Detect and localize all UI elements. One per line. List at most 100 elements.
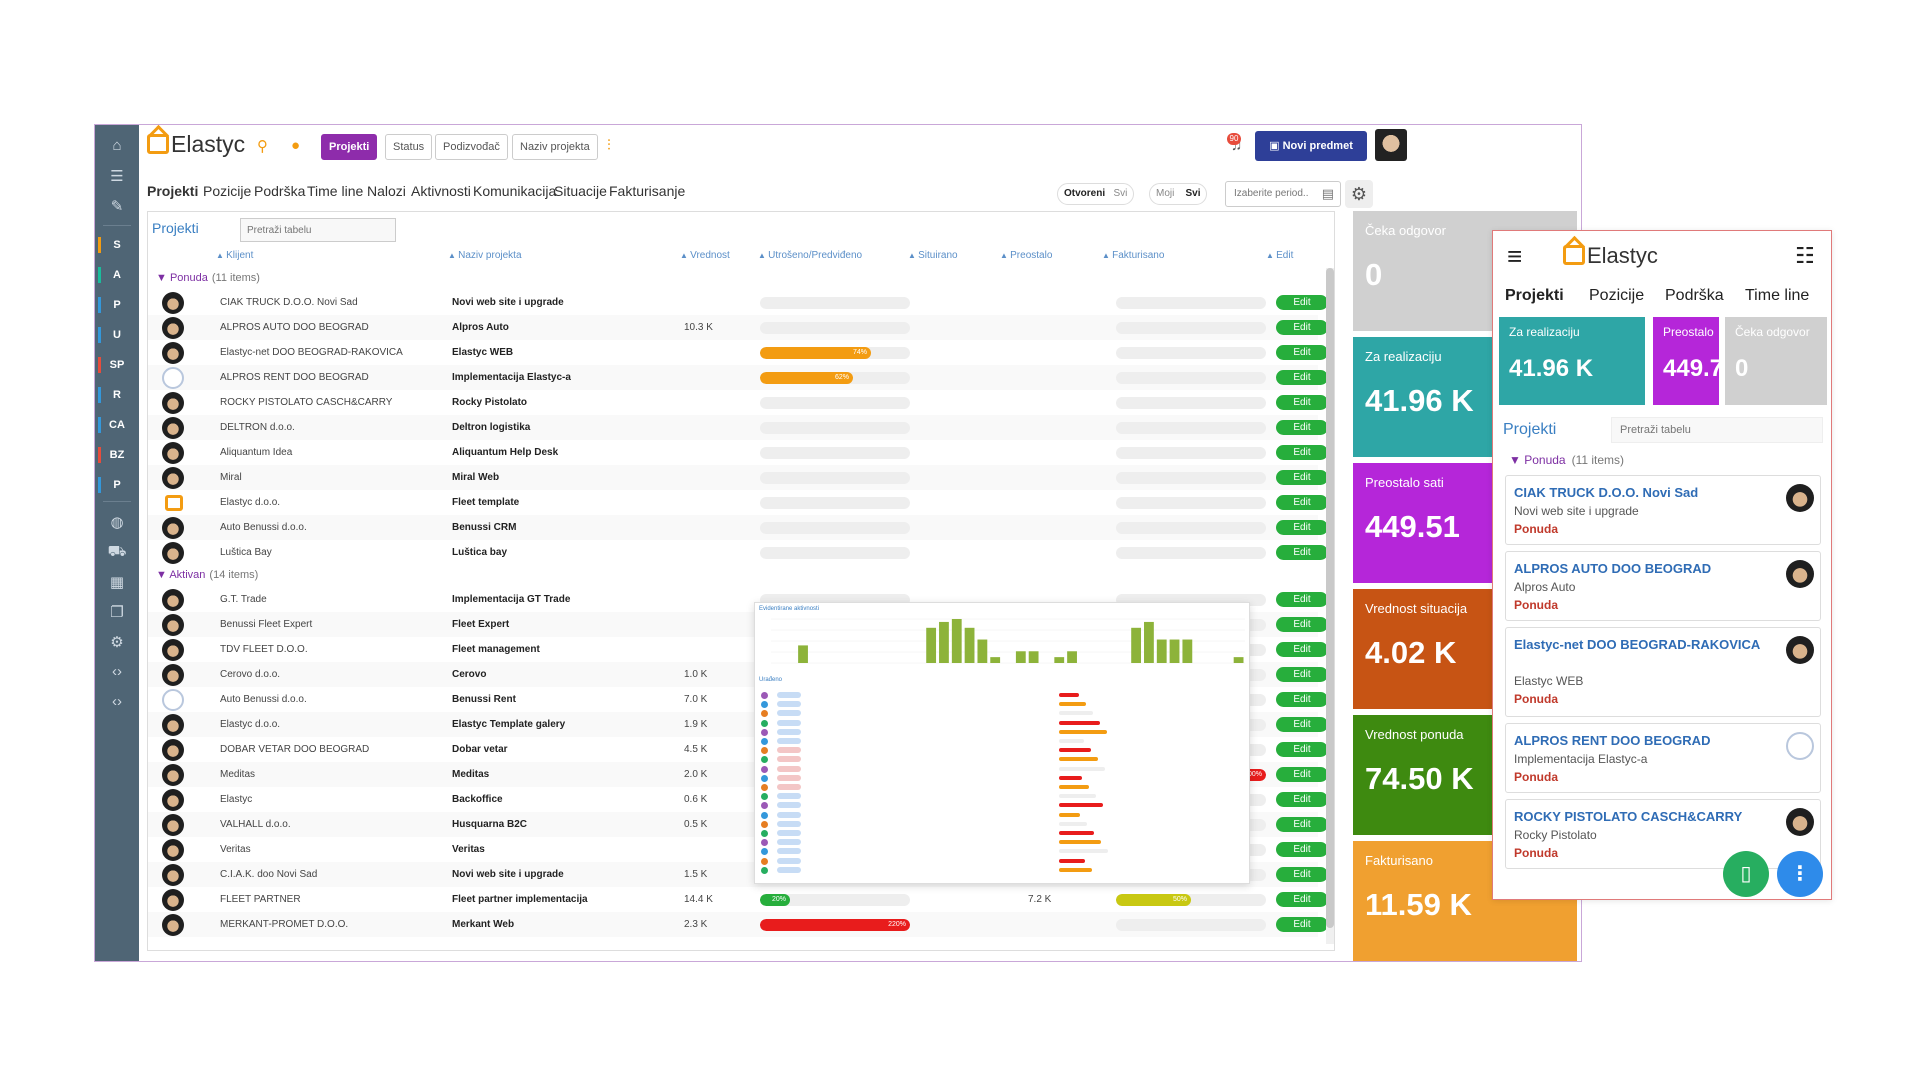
list-item[interactable]: [759, 792, 1245, 801]
table-row[interactable]: Miral Miral Web Edit: [148, 465, 1328, 490]
project-card[interactable]: ALPROS RENT DOO BEOGRAD Implementacija El…: [1505, 723, 1821, 793]
edit-button[interactable]: Edit: [1276, 295, 1328, 310]
edit-button[interactable]: Edit: [1276, 867, 1328, 882]
list-item[interactable]: [759, 755, 1245, 764]
list-item[interactable]: [759, 746, 1245, 755]
group-header[interactable]: ▼ Ponuda (11 items): [156, 268, 260, 288]
group-header[interactable]: ▼ Aktivan (14 items): [156, 565, 258, 585]
list-item[interactable]: [759, 783, 1245, 792]
column-header[interactable]: Fakturisano: [1102, 250, 1164, 261]
edit-button[interactable]: Edit: [1276, 370, 1328, 385]
table-row[interactable]: Aliquantum Idea Aliquantum Help Desk Edit: [148, 440, 1328, 465]
tab-nalozi[interactable]: Nalozi: [367, 183, 406, 199]
mine-all-toggle[interactable]: Moji Svi: [1149, 183, 1208, 205]
globe-icon[interactable]: ◍: [110, 514, 124, 531]
tab-situacije[interactable]: Situacije: [554, 183, 607, 199]
list-item[interactable]: [759, 728, 1245, 737]
new-document-button[interactable]: ▯: [1723, 851, 1769, 897]
edit-button[interactable]: Edit: [1276, 592, 1328, 607]
more-options-button[interactable]: ⋮: [1777, 851, 1823, 897]
column-header[interactable]: Situirano: [908, 250, 957, 261]
card-title[interactable]: CIAK TRUCK D.O.O. Novi Sad: [1514, 485, 1699, 500]
table-row[interactable]: DELTRON d.o.o. Deltron logistika Edit: [148, 415, 1328, 440]
tab-podrška[interactable]: Podrška: [254, 183, 306, 199]
edit-button[interactable]: Edit: [1276, 817, 1328, 832]
user-icon[interactable]: ●: [291, 137, 301, 154]
scrollbar-thumb[interactable]: [1326, 268, 1334, 928]
mobile-logo[interactable]: Elastyc: [1563, 243, 1658, 269]
list-item[interactable]: [759, 829, 1245, 838]
menu-icon[interactable]: ≡: [1507, 241, 1523, 271]
code-icon[interactable]: ‹›: [112, 693, 122, 710]
card-title[interactable]: ALPROS AUTO DOO BEOGRAD: [1514, 561, 1712, 576]
edit-button[interactable]: Edit: [1276, 617, 1328, 632]
user-avatar[interactable]: [1375, 129, 1407, 161]
table-row[interactable]: ALPROS AUTO DOO BEOGRAD Alpros Auto 10.3 K…: [148, 315, 1328, 340]
tab-projekti[interactable]: Projekti: [147, 183, 199, 199]
card-title[interactable]: ALPROS RENT DOO BEOGRAD: [1514, 733, 1711, 748]
list-item[interactable]: [759, 691, 1245, 700]
bell-icon[interactable]: ♫: [1231, 137, 1243, 154]
sliders-icon[interactable]: ⫶: [607, 137, 611, 154]
table-row[interactable]: Luštica Bay Luštica bay Edit: [148, 540, 1328, 565]
search-icon[interactable]: ⚲: [257, 138, 268, 155]
edit-button[interactable]: Edit: [1276, 642, 1328, 657]
new-item-button[interactable]: ▣ Novi predmet: [1255, 131, 1367, 161]
column-header[interactable]: Klijent: [216, 250, 253, 261]
grid-icon[interactable]: ▦: [109, 574, 125, 591]
toggle-moji[interactable]: Moji: [1156, 188, 1175, 199]
table-row[interactable]: CIAK TRUCK D.O.O. Novi Sad Novi web site …: [148, 290, 1328, 315]
mobile-tab-pozicije[interactable]: Pozicije: [1589, 287, 1645, 304]
search-input[interactable]: [240, 218, 396, 242]
list-item[interactable]: [759, 709, 1245, 718]
edit-button[interactable]: Edit: [1276, 470, 1328, 485]
list-item[interactable]: [759, 838, 1245, 847]
list-item[interactable]: [759, 847, 1245, 856]
tab-aktivnosti[interactable]: Aktivnosti: [411, 183, 471, 199]
period-picker[interactable]: Izaberite period.. ▤: [1225, 181, 1341, 207]
project-card[interactable]: CIAK TRUCK D.O.O. Novi Sad Novi web site …: [1505, 475, 1821, 545]
table-row[interactable]: ALPROS RENT DOO BEOGRAD Implementacija El…: [148, 365, 1328, 390]
filter-naziv-projekta-button[interactable]: Naziv projekta: [512, 134, 598, 160]
edit-button[interactable]: Edit: [1276, 495, 1328, 510]
mobile-kpi-card[interactable]: Za realizaciju 41.96 K: [1499, 317, 1645, 405]
list-item[interactable]: [759, 719, 1245, 728]
list-item[interactable]: [759, 774, 1245, 783]
toggle-svi[interactable]: Svi: [1185, 188, 1201, 199]
edit-button[interactable]: Edit: [1276, 742, 1328, 757]
column-header[interactable]: Edit: [1266, 250, 1293, 261]
list-item[interactable]: [759, 737, 1245, 746]
sidebar-item-bz[interactable]: BZ: [95, 441, 139, 469]
mobile-kpi-card[interactable]: Preostalo 449.7: [1653, 317, 1719, 405]
mobile-tab-podrška[interactable]: Podrška: [1665, 287, 1724, 304]
edit-button[interactable]: Edit: [1276, 667, 1328, 682]
sidebar-item-sp[interactable]: SP: [95, 351, 139, 379]
table-row[interactable]: Elastyc-net DOO BEOGRAD-RAKOVICA Elastyc …: [148, 340, 1328, 365]
list-icon[interactable]: ☰: [110, 168, 124, 185]
table-row[interactable]: ROCKY PISTOLATO CASCH&CARRY Rocky Pistola…: [148, 390, 1328, 415]
edit-button[interactable]: Edit: [1276, 345, 1328, 360]
edit-button[interactable]: Edit: [1276, 717, 1328, 732]
filter-projekti-button[interactable]: Projekti: [321, 134, 378, 160]
mobile-search-input[interactable]: [1611, 417, 1823, 443]
toggle-svi[interactable]: Svi: [1113, 188, 1128, 199]
edit-button[interactable]: Edit: [1276, 892, 1328, 907]
edit-button[interactable]: Edit: [1276, 917, 1328, 932]
tab-pozicije[interactable]: Pozicije: [203, 183, 252, 199]
open-all-toggle[interactable]: Otvoreni Svi: [1057, 183, 1135, 205]
filter-sliders-icon[interactable]: ☷: [1795, 243, 1815, 268]
card-title[interactable]: ROCKY PISTOLATO CASCH&CARRY: [1514, 809, 1743, 824]
cart-icon[interactable]: ⛟: [107, 543, 127, 560]
column-header[interactable]: Preostalo: [1000, 250, 1052, 261]
column-header[interactable]: Naziv projekta: [448, 250, 521, 261]
sidebar-item-ca[interactable]: CA: [95, 411, 139, 439]
sidebar-item-p[interactable]: P: [95, 471, 139, 499]
mobile-group-ponuda[interactable]: ▼ Ponuda (11 items): [1509, 453, 1624, 467]
list-item[interactable]: [759, 857, 1245, 866]
edit-button[interactable]: Edit: [1276, 692, 1328, 707]
card-title[interactable]: Elastyc-net DOO BEOGRAD-RAKOVICA: [1514, 637, 1761, 652]
edit-button[interactable]: Edit: [1276, 420, 1328, 435]
table-row[interactable]: FLEET PARTNER Fleet partner implementacij…: [148, 887, 1328, 912]
scrollbar[interactable]: [1326, 268, 1334, 944]
edit-button[interactable]: Edit: [1276, 445, 1328, 460]
